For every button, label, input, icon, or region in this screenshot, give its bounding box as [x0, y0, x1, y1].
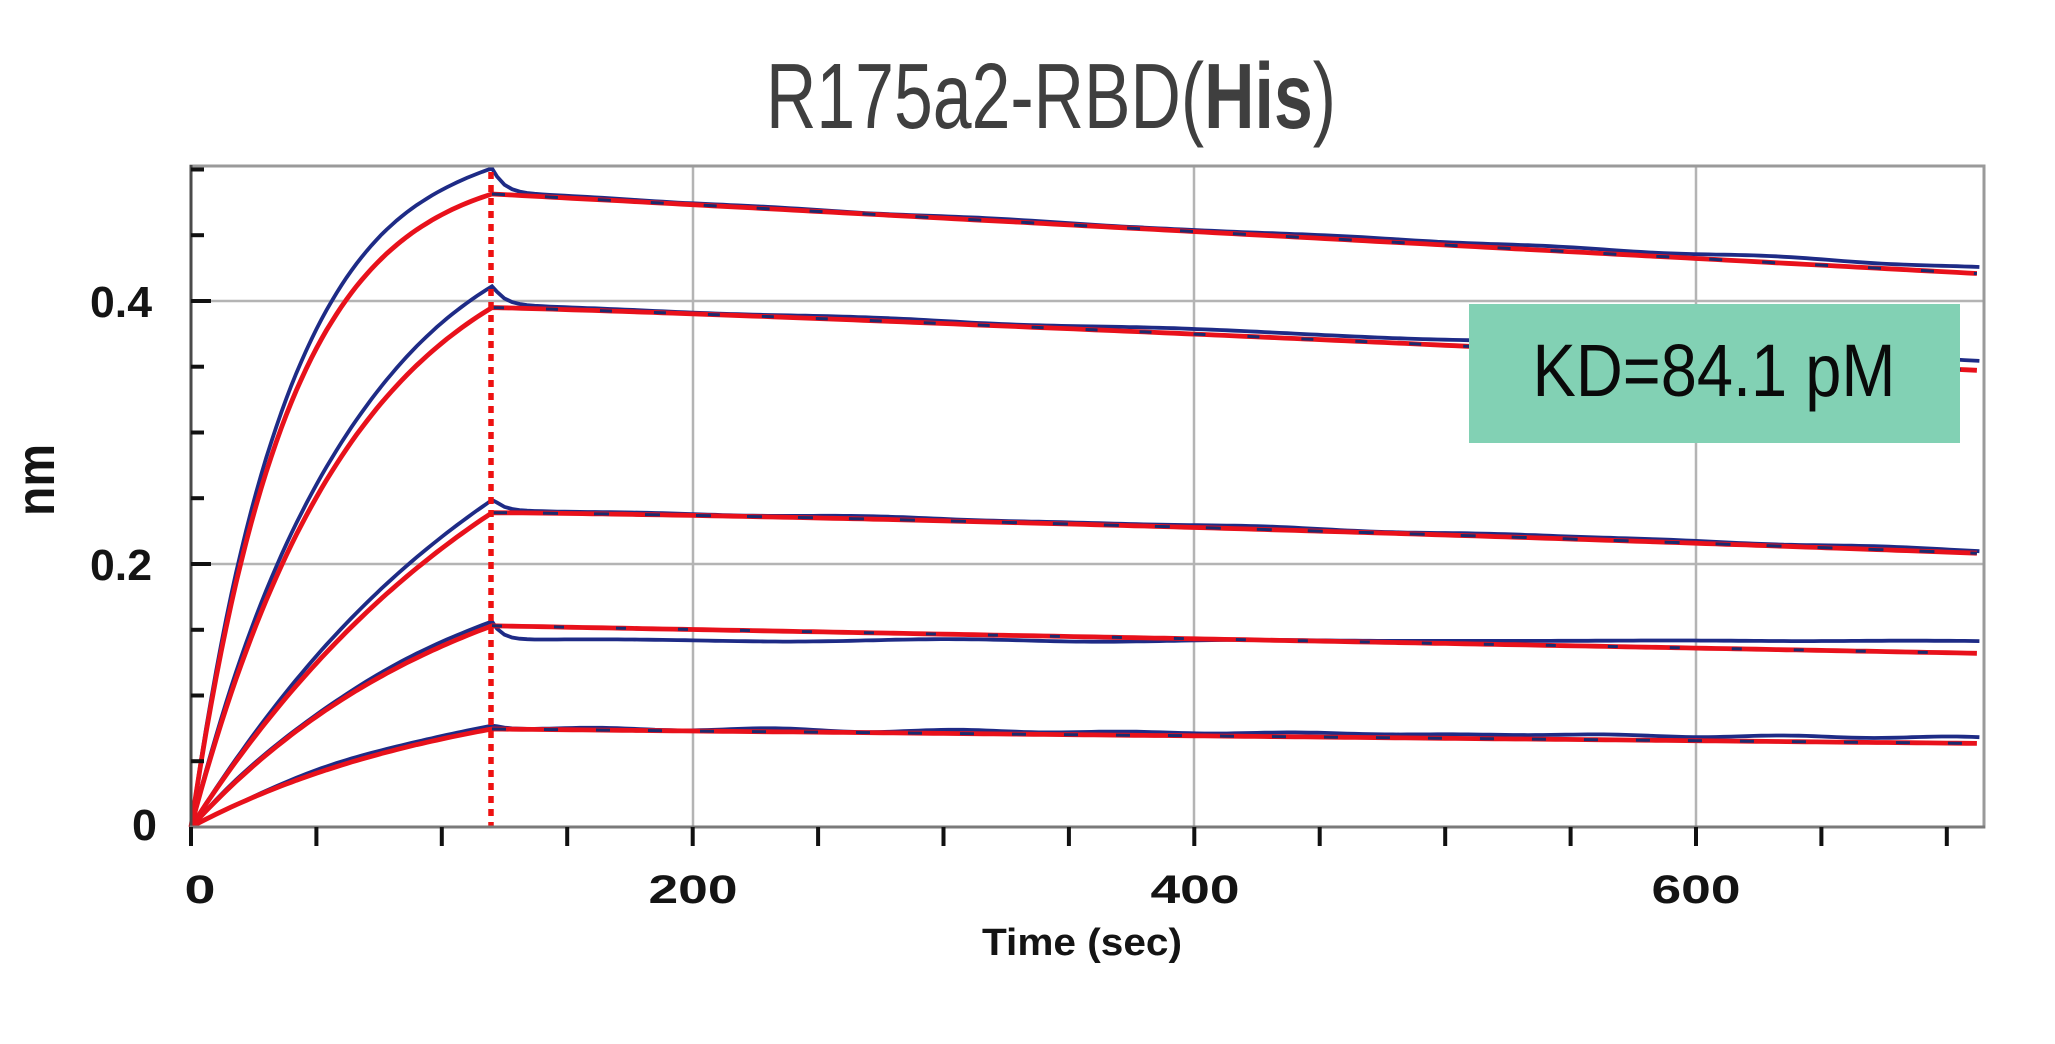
svg-text:0: 0: [132, 801, 157, 850]
svg-text:Time (sec): Time (sec): [982, 922, 1182, 964]
svg-text:0: 0: [185, 868, 216, 912]
svg-text:600: 600: [1652, 868, 1741, 912]
svg-text:200: 200: [649, 868, 738, 912]
svg-text:R175a2-RBD(His): R175a2-RBD(His): [766, 44, 1336, 148]
svg-text:nm: nm: [6, 444, 66, 516]
svg-text:0.4: 0.4: [90, 278, 153, 327]
svg-text:400: 400: [1151, 868, 1240, 912]
svg-text:KD=84.1 pM: KD=84.1 pM: [1533, 329, 1896, 412]
svg-text:0.2: 0.2: [90, 541, 152, 590]
